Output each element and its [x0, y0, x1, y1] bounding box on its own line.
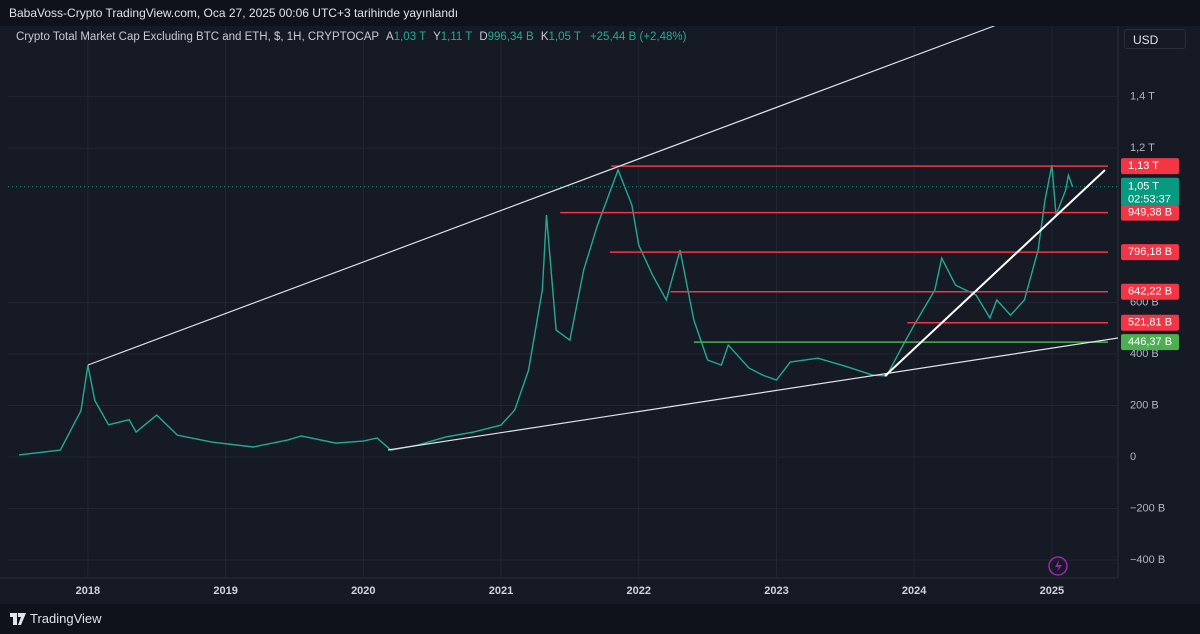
level-label: 1,13 T: [1128, 160, 1159, 172]
level-label-box: [1121, 334, 1179, 351]
y-tick-label: −400 B: [1130, 554, 1165, 566]
x-tick-label: 2020: [351, 585, 375, 597]
y-tick-label: −200 B: [1130, 502, 1165, 514]
level-label: 521,81 B: [1128, 317, 1172, 329]
low-key: D: [479, 31, 488, 43]
symbol: Crypto Total Market Cap Excluding BTC an…: [16, 31, 379, 43]
y-tick-label: 0: [1130, 451, 1136, 463]
x-tick-label: 2022: [627, 585, 651, 597]
countdown: 02:53:37: [1128, 194, 1171, 206]
publish-text: BabaVoss-Crypto TradingView.com, Oca 27,…: [9, 6, 459, 20]
trend-line: [87, 19, 1011, 366]
price-label-box: [1121, 177, 1179, 206]
trend-line: [884, 169, 1106, 377]
plot: [8, 164, 1118, 456]
level-label-box: [1121, 314, 1179, 331]
level-label: 446,37 B: [1128, 336, 1172, 348]
level-label-box: [1121, 244, 1179, 261]
x-tick-label: 2018: [76, 585, 100, 597]
x-tick-label: 2019: [213, 585, 237, 597]
level-label-box: [1121, 204, 1179, 221]
currency-button[interactable]: USD: [1124, 29, 1186, 49]
trend-line: [387, 337, 1119, 451]
open-key: A: [386, 31, 394, 43]
legend: Crypto Total Market Cap Excluding BTC an…: [16, 31, 686, 43]
high-key: Y: [433, 31, 441, 43]
y-tick-label: 1,4 T: [1130, 91, 1155, 103]
level-label: 642,22 B: [1128, 286, 1172, 298]
publish-bar: BabaVoss-Crypto TradingView.com, Oca 27,…: [0, 0, 1200, 26]
level-label: 949,38 B: [1128, 207, 1172, 219]
low: 996,34 B: [487, 31, 534, 43]
flash-icon[interactable]: [1048, 556, 1068, 576]
close-key: K: [540, 31, 549, 43]
x-tick-label: 2024: [902, 585, 927, 597]
logo: [10, 613, 26, 625]
price-label: 1,05 T: [1128, 181, 1159, 193]
close: 1,05 T: [548, 31, 581, 43]
chart-background: [0, 0, 1200, 604]
brand: TradingView: [30, 611, 102, 626]
y-tick-label: 1,2 T: [1130, 142, 1155, 154]
x-tick-label: 2021: [489, 585, 513, 597]
y-tick-label: 400 B: [1130, 348, 1159, 360]
price-line: [18, 164, 1074, 456]
grid: [8, 22, 1118, 578]
open: 1,03 T: [393, 31, 426, 43]
level-label: 796,18 B: [1128, 246, 1172, 258]
y-tick-label: 200 B: [1130, 399, 1159, 411]
footer: TradingView: [0, 604, 1200, 634]
x-tick-label: 2025: [1040, 585, 1064, 597]
flash-icon-bolt: [1055, 560, 1062, 572]
change: +25,44 B (+2,48%): [589, 31, 687, 43]
x-tick-label: 2023: [764, 585, 788, 597]
level-label-box: [1121, 158, 1179, 175]
level-label-box: [1121, 283, 1179, 300]
high: 1,11 T: [440, 31, 473, 43]
